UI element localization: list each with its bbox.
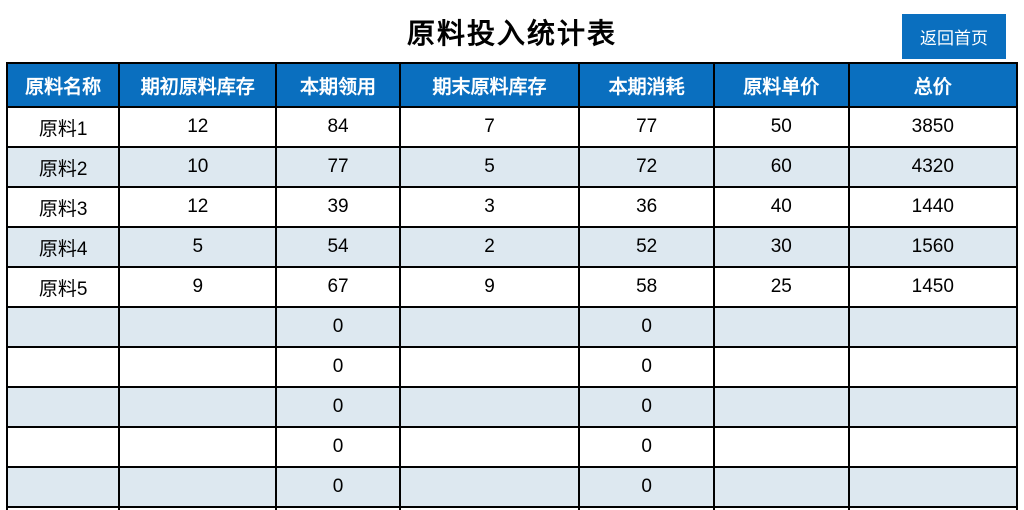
table-cell xyxy=(119,307,276,347)
table-cell: 67 xyxy=(276,267,399,307)
table-header-cell: 期初原料库存 xyxy=(119,63,276,107)
table-cell xyxy=(849,387,1017,427)
table-cell xyxy=(7,307,119,347)
table-row: 00 xyxy=(7,307,1017,347)
table-row: 00 xyxy=(7,387,1017,427)
table-cell: 0 xyxy=(579,387,714,427)
table-cell xyxy=(849,427,1017,467)
table-row: 原料5967958251450 xyxy=(7,267,1017,307)
table-cell xyxy=(119,427,276,467)
table-header-cell: 本期消耗 xyxy=(579,63,714,107)
table-cell: 50 xyxy=(714,107,849,147)
table-body: 原料11284777503850原料21077572604320原料312393… xyxy=(7,107,1017,510)
table-cell: 7 xyxy=(400,107,580,147)
table-cell: 0 xyxy=(276,467,399,507)
table-cell xyxy=(714,387,849,427)
table-cell: 0 xyxy=(579,427,714,467)
table-cell: 36 xyxy=(579,187,714,227)
table-cell: 0 xyxy=(276,347,399,387)
table-row: 原料4554252301560 xyxy=(7,227,1017,267)
table-cell: 原料2 xyxy=(7,147,119,187)
table-row: 原料21077572604320 xyxy=(7,147,1017,187)
table-cell: 原料1 xyxy=(7,107,119,147)
table-cell: 39 xyxy=(276,187,399,227)
table-cell xyxy=(849,347,1017,387)
table-cell xyxy=(849,307,1017,347)
table-cell: 0 xyxy=(276,387,399,427)
table-cell: 3850 xyxy=(849,107,1017,147)
table-cell: 77 xyxy=(579,107,714,147)
table-cell: 2 xyxy=(400,227,580,267)
table-cell: 25 xyxy=(714,267,849,307)
table-cell xyxy=(7,427,119,467)
table-row: 原料31239336401440 xyxy=(7,187,1017,227)
table-cell xyxy=(119,467,276,507)
table-cell xyxy=(400,387,580,427)
table-cell xyxy=(119,387,276,427)
table-row: 原料11284777503850 xyxy=(7,107,1017,147)
table-container: 原料名称期初原料库存本期领用期末原料库存本期消耗原料单价总价 原料1128477… xyxy=(0,62,1024,510)
table-cell: 0 xyxy=(276,427,399,467)
materials-table: 原料名称期初原料库存本期领用期末原料库存本期消耗原料单价总价 原料1128477… xyxy=(6,62,1018,510)
table-cell xyxy=(714,427,849,467)
page-title: 原料投入统计表 xyxy=(0,0,1024,62)
table-cell: 54 xyxy=(276,227,399,267)
table-cell xyxy=(119,347,276,387)
table-header-cell: 原料单价 xyxy=(714,63,849,107)
table-cell xyxy=(714,347,849,387)
table-row: 00 xyxy=(7,347,1017,387)
table-cell: 9 xyxy=(400,267,580,307)
table-cell xyxy=(714,467,849,507)
table-cell: 5 xyxy=(119,227,276,267)
table-cell: 84 xyxy=(276,107,399,147)
table-cell: 52 xyxy=(579,227,714,267)
table-row: 00 xyxy=(7,467,1017,507)
table-header-cell: 期末原料库存 xyxy=(400,63,580,107)
table-cell: 58 xyxy=(579,267,714,307)
table-cell xyxy=(7,467,119,507)
table-row: 00 xyxy=(7,427,1017,467)
table-cell: 0 xyxy=(579,347,714,387)
table-cell: 0 xyxy=(579,467,714,507)
table-cell: 原料3 xyxy=(7,187,119,227)
table-cell: 9 xyxy=(119,267,276,307)
table-cell: 30 xyxy=(714,227,849,267)
table-cell: 12 xyxy=(119,187,276,227)
table-cell: 1450 xyxy=(849,267,1017,307)
table-cell xyxy=(7,387,119,427)
home-button[interactable]: 返回首页 xyxy=(902,14,1006,59)
table-header-row: 原料名称期初原料库存本期领用期末原料库存本期消耗原料单价总价 xyxy=(7,63,1017,107)
table-header-cell: 本期领用 xyxy=(276,63,399,107)
table-cell xyxy=(714,307,849,347)
table-cell: 0 xyxy=(579,307,714,347)
table-cell: 40 xyxy=(714,187,849,227)
table-cell xyxy=(400,467,580,507)
table-cell: 原料5 xyxy=(7,267,119,307)
table-cell: 4320 xyxy=(849,147,1017,187)
table-cell xyxy=(400,347,580,387)
table-cell xyxy=(400,427,580,467)
table-cell: 3 xyxy=(400,187,580,227)
table-cell xyxy=(7,347,119,387)
table-cell: 5 xyxy=(400,147,580,187)
table-cell: 原料4 xyxy=(7,227,119,267)
table-cell: 12 xyxy=(119,107,276,147)
table-cell: 1560 xyxy=(849,227,1017,267)
table-cell: 60 xyxy=(714,147,849,187)
table-cell: 0 xyxy=(276,307,399,347)
table-cell xyxy=(849,467,1017,507)
table-header-cell: 总价 xyxy=(849,63,1017,107)
table-cell: 10 xyxy=(119,147,276,187)
table-cell: 77 xyxy=(276,147,399,187)
table-cell: 72 xyxy=(579,147,714,187)
table-header-cell: 原料名称 xyxy=(7,63,119,107)
table-cell xyxy=(400,307,580,347)
table-cell: 1440 xyxy=(849,187,1017,227)
